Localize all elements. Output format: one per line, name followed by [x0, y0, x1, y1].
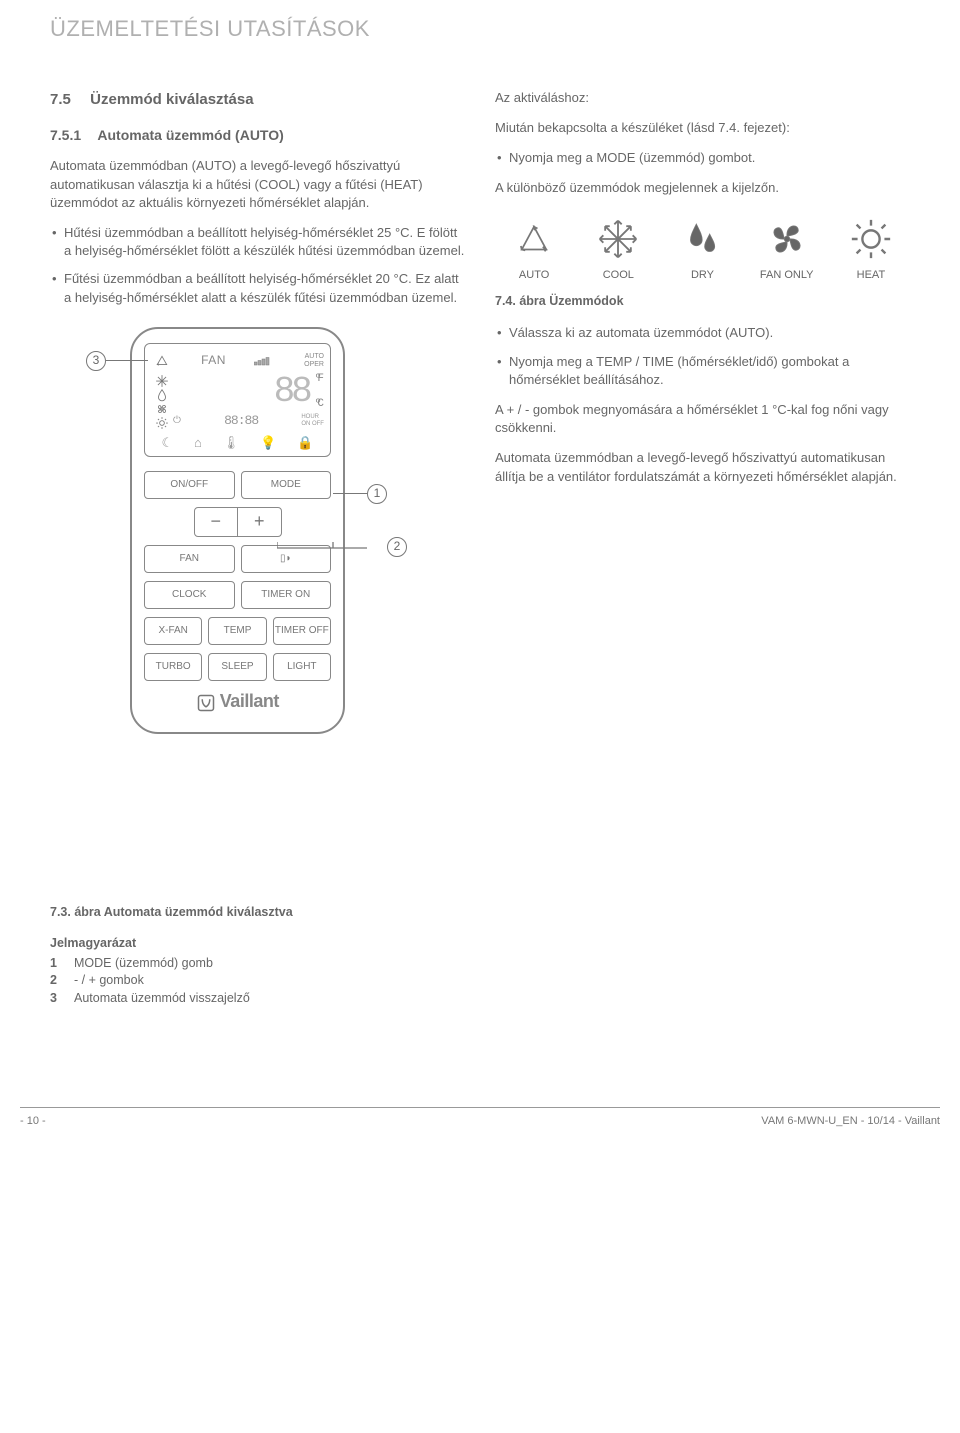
deg-f: ºF	[315, 374, 320, 385]
figure-block: 7.3. ábra Automata üzemmód kiválasztva J…	[0, 904, 960, 1008]
page-number: - 10 -	[20, 1114, 46, 1129]
fan-label: FAN	[201, 352, 226, 369]
mode-label: HEAT	[832, 268, 910, 283]
turbo-button[interactable]: TURBO	[144, 653, 202, 681]
legend-text: - / + gombok	[74, 972, 144, 990]
timeron-button[interactable]: TIMER ON	[241, 581, 332, 609]
callout-line	[277, 541, 387, 555]
onoff-button[interactable]: ON/OFF	[144, 471, 235, 499]
section-heading: 7.5 Üzemmód kiválasztása	[50, 89, 465, 110]
auto-icon	[513, 218, 555, 260]
figure-caption: 7.4. ábra Üzemmódok	[495, 293, 910, 311]
page-header: ÜZEMELTETÉSI UTASÍTÁSOK	[0, 0, 960, 49]
paragraph: Miután bekapcsolta a készüléket (lásd 7.…	[495, 119, 910, 137]
cool-mini-icon	[155, 374, 169, 388]
bullet-item: Hűtési üzemmódban a beállított helyiség-…	[50, 224, 465, 260]
callout-3: 3	[86, 351, 148, 371]
doc-id: VAM 6-MWN-U_EN - 10/14 - Vaillant	[761, 1114, 940, 1129]
dry-icon	[683, 217, 723, 261]
light-button[interactable]: LIGHT	[273, 653, 331, 681]
deg-c: ºC	[315, 399, 320, 410]
mode-auto: AUTO	[495, 216, 573, 283]
clock-button[interactable]: CLOCK	[144, 581, 235, 609]
auto-text: AUTO	[304, 353, 324, 361]
temp-button[interactable]: TEMP	[208, 617, 266, 645]
minus-button[interactable]: −	[195, 508, 239, 536]
cool-icon	[596, 217, 640, 261]
main-content: 7.5 Üzemmód kiválasztása 7.5.1 Automata …	[0, 49, 960, 764]
legend-title: Jelmagyarázat	[50, 935, 910, 953]
clock-digits: 88:88	[224, 412, 258, 430]
mode-cool: COOL	[579, 216, 657, 283]
paragraph: Automata üzemmódban a levegő-levegő hősz…	[495, 449, 910, 485]
xfan-button[interactable]: X-FAN	[144, 617, 202, 645]
fan-bars-icon	[254, 356, 276, 366]
auto-icon	[155, 354, 169, 368]
hour-text: HOUR	[301, 414, 324, 421]
legend-text: MODE (üzemmód) gomb	[74, 955, 213, 973]
paragraph: A + / - gombok megnyomására a hőmérsékle…	[495, 401, 910, 437]
paragraph: Az aktiváláshoz:	[495, 89, 910, 107]
timeroff-button[interactable]: TIMER OFF	[273, 617, 331, 645]
moon-icon: ☾	[161, 434, 173, 452]
mode-button[interactable]: MODE	[241, 471, 332, 499]
section-title: Üzemmód kiválasztása	[90, 91, 253, 108]
remote-screen: FAN AUTO OPER	[144, 343, 331, 457]
dry-mini-icon	[155, 388, 169, 402]
legend-num: 1	[50, 955, 74, 973]
legend-text: Automata üzemmód visszajelző	[74, 990, 250, 1008]
callout-number: 3	[86, 351, 106, 371]
mode-icons-row: AUTO COOL DRY	[495, 216, 910, 283]
plus-button[interactable]: +	[238, 508, 281, 536]
page-footer: - 10 - VAM 6-MWN-U_EN - 10/14 - Vaillant	[20, 1107, 940, 1145]
remote-figure: 3 FAN AUTO OPER	[90, 327, 410, 734]
mode-fan: FAN ONLY	[748, 216, 826, 283]
sleep-button[interactable]: SLEEP	[208, 653, 266, 681]
subsection-title: Automata üzemmód (AUTO)	[97, 127, 283, 143]
callout-1: 1	[333, 484, 387, 504]
house-icon: ⌂	[194, 434, 202, 452]
callout-number: 2	[387, 537, 407, 557]
mode-label: FAN ONLY	[748, 268, 826, 283]
bullet-item: Nyomja meg a MODE (üzemmód) gombot.	[495, 149, 910, 167]
callout-number: 1	[367, 484, 387, 504]
bulb-icon: 💡	[260, 434, 276, 452]
heat-icon	[848, 216, 894, 262]
paragraph: A különböző üzemmódok megjelennek a kije…	[495, 179, 910, 197]
paragraph: Automata üzemmódban (AUTO) a levegő-leve…	[50, 157, 465, 212]
mode-label: AUTO	[495, 268, 573, 283]
mode-label: COOL	[579, 268, 657, 283]
fan-mini-icon	[155, 402, 169, 416]
temp-digits: 88	[274, 367, 309, 417]
bullet-item: Fűtési üzemmódban a beállított helyiség-…	[50, 270, 465, 306]
thermo-icon: 🌡	[223, 434, 240, 452]
brand-icon	[196, 694, 216, 712]
plus-minus-group: − +	[194, 507, 282, 537]
mode-heat: HEAT	[832, 216, 910, 283]
figure-caption: 7.3. ábra Automata üzemmód kiválasztva	[50, 904, 910, 922]
brand-text: Vaillant	[220, 691, 279, 711]
remote-body: FAN AUTO OPER	[130, 327, 345, 734]
left-column: 7.5 Üzemmód kiválasztása 7.5.1 Automata …	[50, 89, 465, 754]
fan-icon	[765, 217, 809, 261]
subsection-heading: 7.5.1 Automata üzemmód (AUTO)	[50, 126, 465, 146]
right-column: Az aktiváláshoz: Miután bekapcsolta a ké…	[495, 89, 910, 754]
bullet-item: Válassza ki az automata üzemmódot (AUTO)…	[495, 324, 910, 342]
brand-row: Vaillant	[144, 689, 331, 714]
fan-button[interactable]: FAN	[144, 545, 235, 573]
legend: Jelmagyarázat 1MODE (üzemmód) gomb 2- / …	[50, 935, 910, 1007]
lock-icon: 🔒	[297, 434, 313, 452]
mode-label: DRY	[663, 268, 741, 283]
bullet-item: Nyomja meg a TEMP / TIME (hőmérséklet/id…	[495, 353, 910, 389]
callout-2: 2	[277, 541, 407, 557]
legend-num: 3	[50, 990, 74, 1008]
section-number: 7.5	[50, 89, 86, 110]
heat-mini-icon	[155, 416, 169, 430]
mode-dry: DRY	[663, 216, 741, 283]
subsection-number: 7.5.1	[50, 126, 94, 146]
onoff-text: ON OFF	[301, 421, 324, 428]
legend-num: 2	[50, 972, 74, 990]
